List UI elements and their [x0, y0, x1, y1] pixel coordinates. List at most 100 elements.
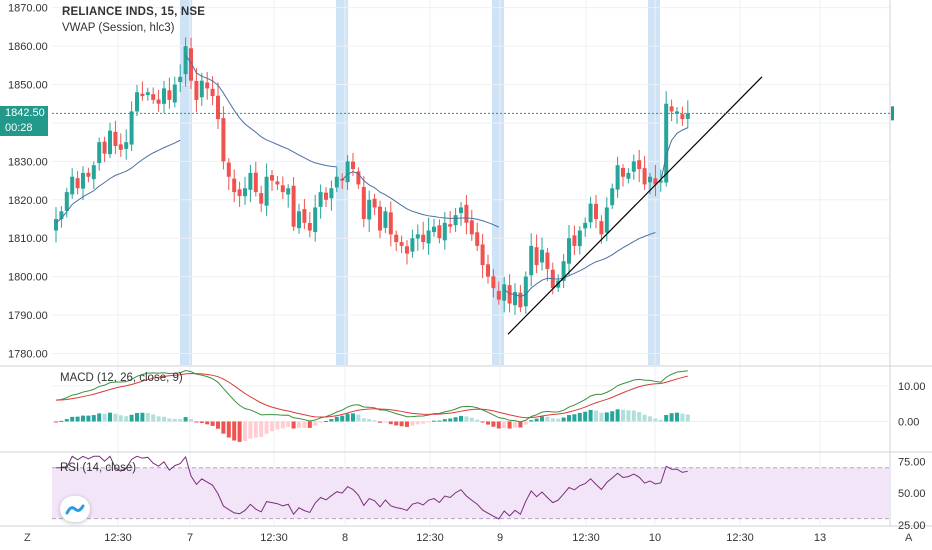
macd-histogram-bar	[259, 421, 264, 438]
candle-body	[631, 161, 636, 172]
candle-body	[205, 82, 210, 89]
vwap-legend[interactable]: VWAP (Session, hlc3)	[62, 22, 175, 34]
rsi-tick-label: 75.00	[898, 456, 926, 468]
rsi-line	[56, 455, 688, 520]
macd-histogram-bar	[367, 419, 372, 422]
main-legend: RELIANCE INDS, 15, NSE VWAP (Session, hl…	[62, 4, 205, 36]
candle-body	[183, 46, 188, 75]
vwap-line	[55, 55, 689, 298]
macd-histogram-bar	[178, 418, 183, 422]
macd-histogram-bar	[572, 414, 577, 422]
candle-body	[475, 232, 480, 246]
candle-body	[664, 103, 669, 183]
candle-body	[637, 160, 642, 170]
macd-histogram-bar	[658, 419, 663, 422]
candle-body	[81, 172, 85, 189]
macd-histogram-bar	[496, 421, 501, 429]
candle-body	[372, 198, 377, 208]
candle-body	[523, 276, 528, 307]
trendline	[507, 76, 763, 335]
symbol-exchange: NSE	[180, 6, 206, 18]
macd-histogram-bar	[221, 421, 226, 434]
macd-histogram-bar	[280, 421, 285, 429]
price-tick-label: 1830.00	[8, 156, 48, 168]
macd-histogram-bar	[491, 421, 496, 427]
timezone-toggle-icon[interactable]: Z	[24, 532, 31, 544]
candle-body	[378, 206, 382, 231]
macd-histogram-bar	[378, 421, 382, 423]
candle-body	[156, 99, 161, 104]
macd-legend[interactable]: MACD (12, 26, close, 9)	[60, 372, 183, 384]
candle-body	[496, 290, 501, 300]
macd-histogram-bar	[329, 419, 334, 422]
candle-body	[448, 224, 453, 227]
candle-body	[583, 222, 588, 229]
candle-body	[124, 142, 129, 149]
macd-histogram-bar	[577, 412, 582, 422]
candle-body	[491, 276, 496, 289]
macd-histogram-bar	[534, 418, 539, 422]
candle-body	[604, 207, 609, 233]
macd-histogram-bar	[550, 418, 555, 422]
brand-logo-icon[interactable]	[60, 496, 90, 522]
macd-histogram-bar	[464, 416, 469, 422]
macd-signal-line	[55, 372, 688, 419]
candle-body	[189, 48, 193, 81]
macd-histogram-bar	[351, 413, 355, 422]
macd-histogram-bar	[270, 421, 274, 432]
candle-body	[86, 172, 91, 177]
macd-histogram-bar	[167, 418, 172, 422]
rsi-tick-label: 25.00	[898, 520, 926, 532]
macd-histogram-bar	[388, 421, 393, 425]
macd-histogram-bar	[183, 417, 188, 422]
candle-body	[162, 88, 166, 104]
macd-line	[55, 369, 688, 423]
rsi-legend[interactable]: RSI (14, close)	[60, 462, 137, 474]
price-axis-bg	[890, 0, 932, 550]
candle-body	[610, 188, 615, 206]
macd-histogram-bar	[507, 421, 512, 429]
macd-histogram-bar	[307, 421, 312, 428]
candle-body	[324, 192, 328, 200]
macd-histogram-bar	[594, 410, 598, 422]
macd-histogram-bar	[426, 421, 431, 423]
countdown-tag: 00:28	[0, 121, 48, 137]
candle-body	[264, 176, 269, 206]
candle-body	[464, 204, 469, 223]
time-tick-label: 12:30	[104, 532, 132, 544]
candle-body	[108, 130, 112, 155]
candle-body	[118, 144, 123, 150]
macd-histogram-bar	[243, 421, 247, 442]
rsi-tick-label: 50.00	[898, 488, 926, 500]
macd-histogram-bar	[685, 414, 690, 422]
symbol-title[interactable]: RELIANCE INDS, 15, NSE	[62, 6, 206, 18]
candle-body	[675, 111, 679, 114]
macd-histogram-bar	[405, 421, 409, 427]
macd-histogram-bar	[540, 416, 544, 422]
candle-body	[253, 172, 258, 193]
macd-histogram-bar	[345, 413, 350, 422]
candle-body	[248, 172, 253, 190]
macd-histogram-bar	[291, 421, 296, 429]
candle-body	[129, 111, 134, 145]
auto-scale-icon[interactable]: A	[905, 532, 913, 544]
session-highlight	[492, 0, 504, 365]
macd-histogram-bar	[561, 417, 566, 422]
time-tick-label: 7	[187, 532, 193, 544]
price-tick-label: 1800.00	[8, 272, 48, 284]
macd-histogram-bar	[383, 421, 388, 423]
macd-histogram-bar	[469, 417, 474, 422]
candle-body	[507, 285, 512, 304]
macd-histogram-bar	[140, 412, 145, 422]
last-price-tag: 1842.50	[0, 106, 48, 122]
macd-histogram-bar	[189, 419, 193, 422]
price-tick-label: 1790.00	[8, 310, 48, 322]
macd-histogram-bar	[432, 420, 436, 422]
candle-body	[178, 76, 183, 82]
candle-body	[216, 95, 220, 120]
macd-tick-label: 10.00	[898, 381, 926, 393]
candle-body	[480, 244, 485, 266]
candle-body	[151, 94, 156, 100]
candle-body	[97, 142, 102, 164]
